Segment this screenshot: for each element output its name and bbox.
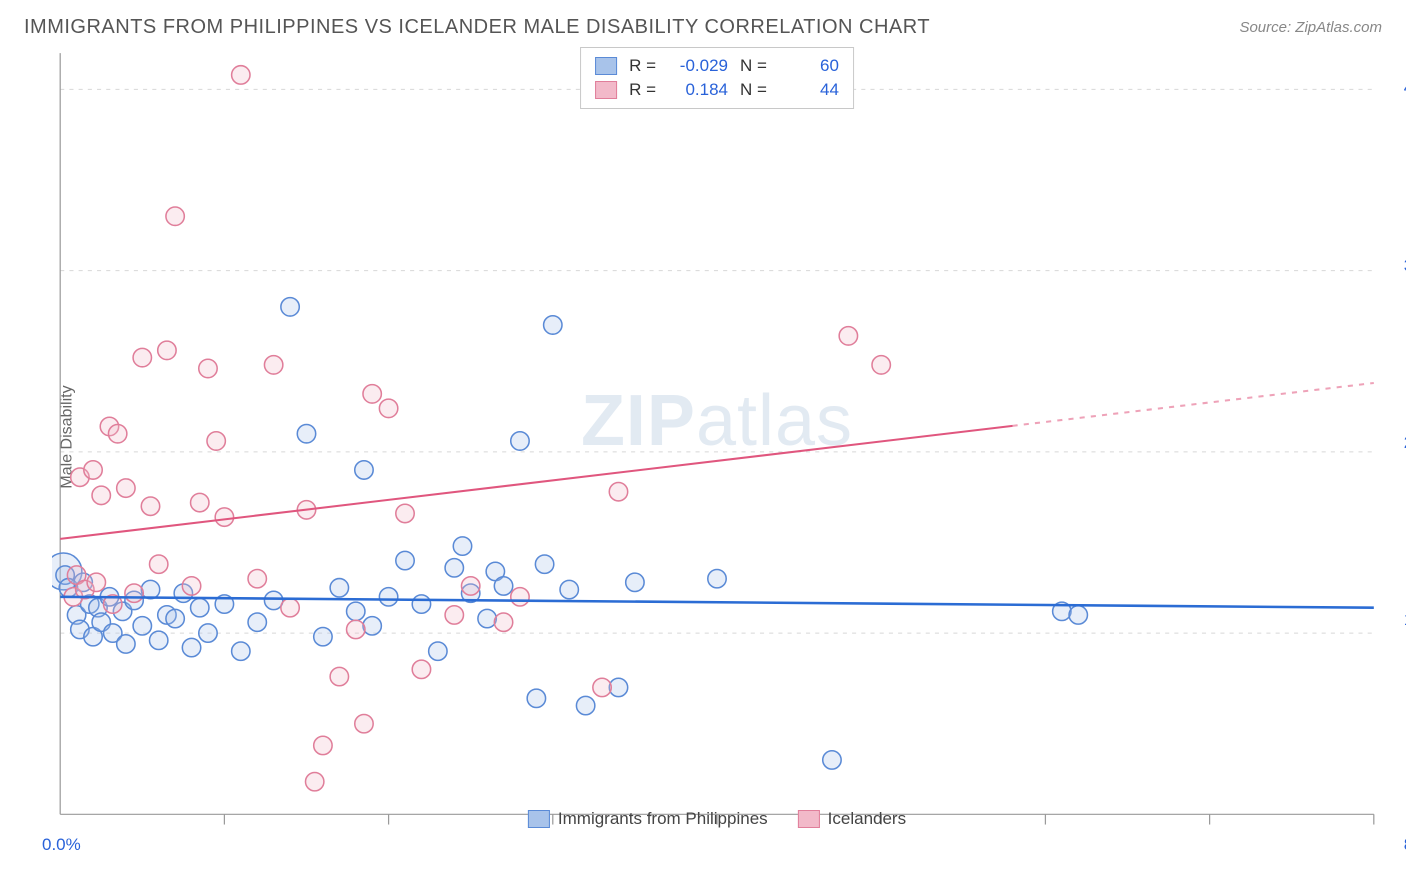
chart-area: Male Disability ZIPatlas R = -0.029 N = …: [52, 47, 1382, 827]
n-label: N =: [740, 80, 767, 100]
legend-item: Immigrants from Philippines: [528, 809, 768, 829]
chart-header: IMMIGRANTS FROM PHILIPPINES VS ICELANDER…: [0, 0, 1406, 47]
legend-swatch: [595, 81, 617, 99]
legend-item: Icelanders: [798, 809, 906, 829]
series-legend: Immigrants from Philippines Icelanders: [528, 809, 906, 829]
stats-legend-row: R = 0.184 N = 44: [595, 78, 839, 102]
legend-label: Icelanders: [828, 809, 906, 829]
n-value: 44: [779, 80, 839, 100]
n-label: N =: [740, 56, 767, 76]
stats-legend-row: R = -0.029 N = 60: [595, 54, 839, 78]
legend-swatch: [528, 810, 550, 828]
legend-label: Immigrants from Philippines: [558, 809, 768, 829]
x-tick-label-min: 0.0%: [42, 835, 81, 855]
scatter-plot-svg: [52, 47, 1382, 845]
chart-title: IMMIGRANTS FROM PHILIPPINES VS ICELANDER…: [24, 16, 930, 39]
r-value: -0.029: [668, 56, 728, 76]
r-label: R =: [629, 56, 656, 76]
source-attribution: Source: ZipAtlas.com: [1239, 19, 1382, 36]
r-label: R =: [629, 80, 656, 100]
legend-swatch: [798, 810, 820, 828]
legend-swatch: [595, 57, 617, 75]
stats-legend-box: R = -0.029 N = 60 R = 0.184 N = 44: [580, 47, 854, 109]
n-value: 60: [779, 56, 839, 76]
r-value: 0.184: [668, 80, 728, 100]
